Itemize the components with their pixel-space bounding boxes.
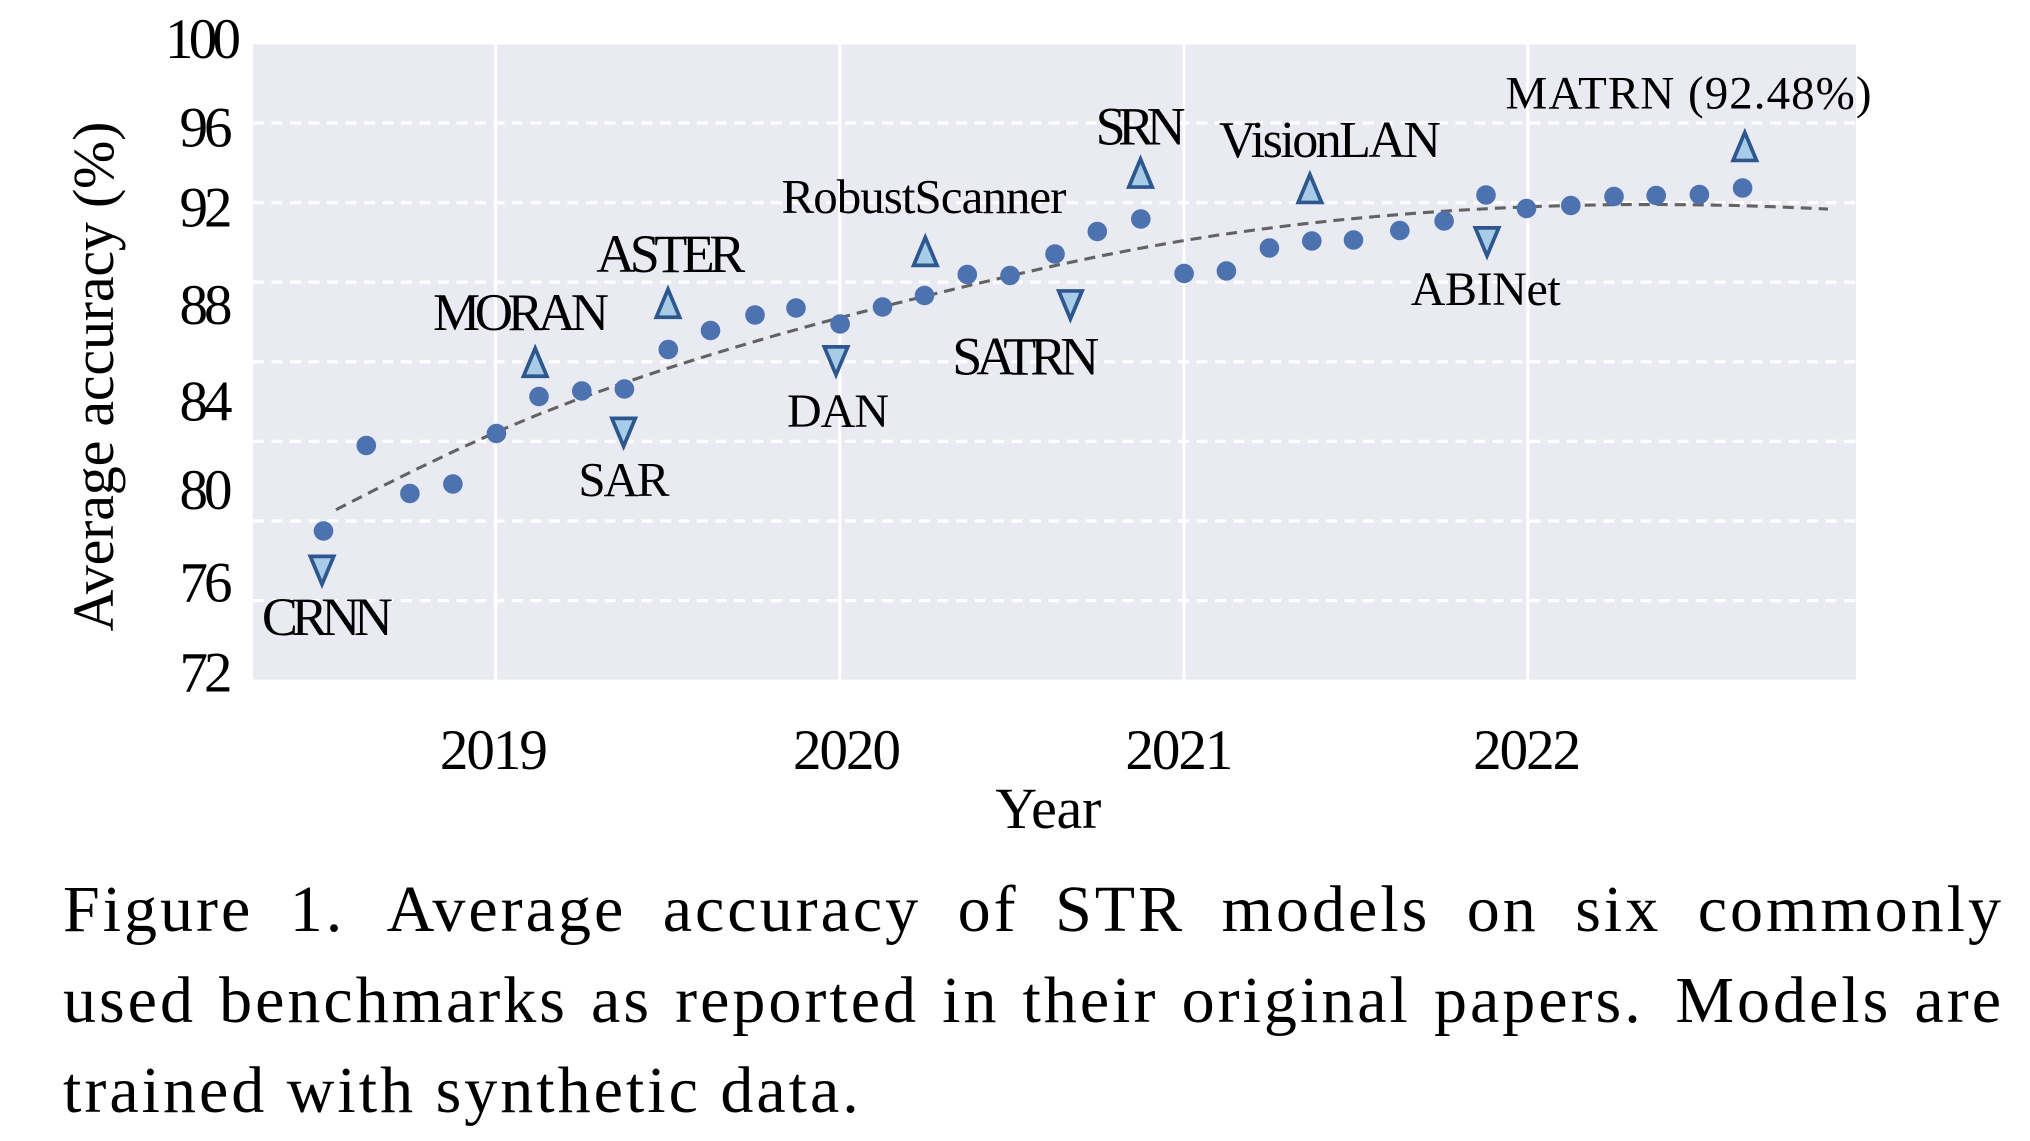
svg-text:CRNN: CRNN [262,587,393,647]
svg-text:2021: 2021 [1125,719,1233,782]
svg-text:2020: 2020 [793,719,901,782]
svg-text:96: 96 [180,97,233,160]
svg-text:RobustScanner: RobustScanner [782,169,1067,224]
svg-text:VisionLAN: VisionLAN [1219,112,1441,169]
svg-text:ASTER: ASTER [596,224,745,284]
svg-text:SRN: SRN [1096,96,1186,156]
svg-text:ABINet: ABINet [1411,263,1562,316]
svg-text:100: 100 [165,8,241,71]
svg-text:MATRN (92.48%): MATRN (92.48%) [1506,67,1872,119]
svg-text:Year: Year [995,776,1101,841]
svg-text:2019: 2019 [440,719,548,782]
svg-text:88: 88 [180,274,233,337]
svg-text:76: 76 [180,551,233,614]
svg-text:SAR: SAR [578,452,669,507]
svg-text:72: 72 [180,642,233,705]
svg-text:MORAN: MORAN [433,284,609,342]
svg-text:2022: 2022 [1473,719,1581,782]
svg-text:84: 84 [180,371,233,434]
svg-text:SATRN: SATRN [952,326,1099,386]
svg-text:80: 80 [180,459,233,522]
svg-text:Average accuracy (%): Average accuracy (%) [61,122,126,632]
svg-text:92: 92 [180,176,233,239]
svg-text:DAN: DAN [787,385,889,438]
